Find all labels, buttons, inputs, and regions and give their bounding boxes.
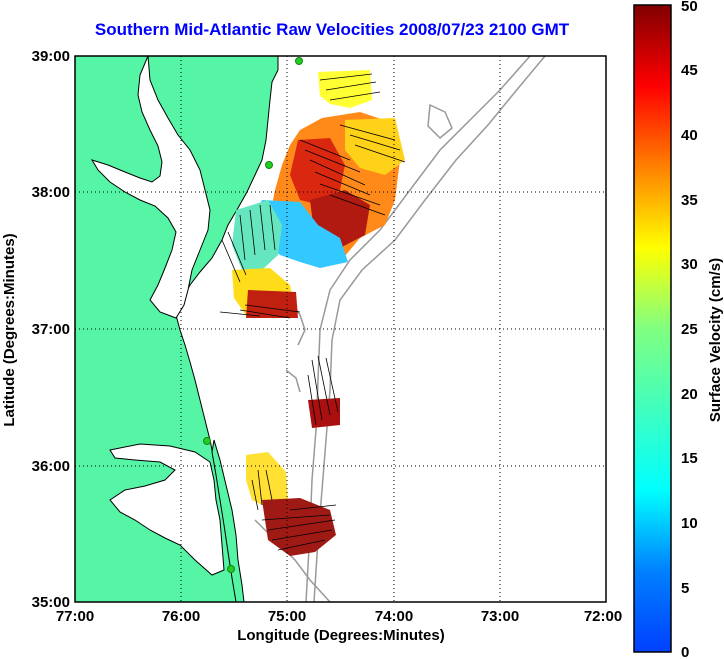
y-tick-label: 35:00	[32, 594, 70, 611]
x-axis: 77:00 76:00 75:00 74:00 73:00 72:00 Long…	[56, 608, 622, 644]
colorbar-tick-label: 15	[681, 450, 698, 467]
pamlico-sound	[109, 443, 225, 576]
x-tick-label: 77:00	[56, 608, 94, 625]
x-tick-label: 73:00	[481, 608, 519, 625]
velocity-arrows	[219, 73, 406, 551]
y-tick-label: 36:00	[32, 458, 70, 475]
station-marker	[203, 437, 211, 445]
station-marker	[265, 161, 273, 169]
y-axis: 39:00 38:00 37:00 36:00 35:00 Latitude (…	[1, 48, 70, 611]
station-marker	[227, 565, 235, 573]
x-tick-label: 76:00	[162, 608, 200, 625]
x-tick-label: 74:00	[375, 608, 413, 625]
outer-banks	[211, 439, 245, 602]
x-tick-label: 75:00	[268, 608, 306, 625]
plot-frame	[74, 55, 607, 603]
x-tick-label: 72:00	[584, 608, 622, 625]
y-tick-label: 37:00	[32, 321, 70, 338]
colorbar: 50 45 40 35 30 25 20 15 10 5 0 Surface V…	[633, 0, 724, 659]
colorbar-tick-label: 10	[681, 515, 698, 532]
colorbar-tick-label: 45	[681, 62, 698, 79]
colorbar-tick-label: 40	[681, 127, 698, 144]
colorbar-scale	[633, 4, 672, 653]
station-markers	[203, 57, 303, 573]
colorbar-tick-label: 25	[681, 321, 698, 338]
colorbar-tick-label: 0	[681, 644, 689, 659]
colorbar-tick-label: 20	[681, 386, 698, 403]
colorbar-tick-label: 35	[681, 192, 698, 209]
station-marker	[295, 57, 303, 65]
map-title: Southern Mid-Atlantic Raw Velocities 200…	[94, 20, 570, 39]
y-axis-title: Latitude (Degrees:Minutes)	[1, 233, 18, 426]
y-tick-label: 39:00	[32, 48, 70, 65]
colorbar-tick-label: 5	[681, 580, 689, 597]
colorbar-tick-label: 50	[681, 0, 698, 15]
x-axis-title: Longitude (Degrees:Minutes)	[237, 627, 445, 644]
colorbar-tick-label: 30	[681, 256, 698, 273]
graticule	[75, 56, 606, 602]
colorbar-title: Surface Velocity (cm/s)	[707, 258, 724, 422]
y-tick-label: 38:00	[32, 184, 70, 201]
